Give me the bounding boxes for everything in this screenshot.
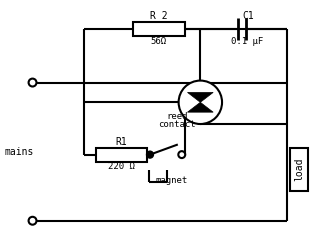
Text: contact: contact (158, 120, 196, 128)
Circle shape (178, 80, 222, 124)
Text: C1: C1 (243, 12, 254, 22)
Polygon shape (187, 102, 213, 112)
Bar (96, 148, 147, 162)
Circle shape (29, 78, 37, 86)
Text: mains: mains (4, 147, 33, 157)
Circle shape (147, 151, 154, 158)
Text: load: load (294, 158, 304, 181)
Polygon shape (187, 92, 213, 102)
Text: 0.1 μF: 0.1 μF (230, 36, 263, 46)
Bar (290, 148, 308, 191)
Text: R 2: R 2 (150, 12, 168, 22)
Text: reed: reed (166, 112, 187, 120)
Text: magnet: magnet (156, 176, 188, 185)
Bar (133, 22, 184, 36)
Text: 220 Ω: 220 Ω (108, 162, 135, 171)
Text: 56Ω: 56Ω (151, 36, 167, 46)
Circle shape (178, 151, 185, 158)
Text: R1: R1 (116, 137, 127, 147)
Circle shape (29, 217, 37, 225)
